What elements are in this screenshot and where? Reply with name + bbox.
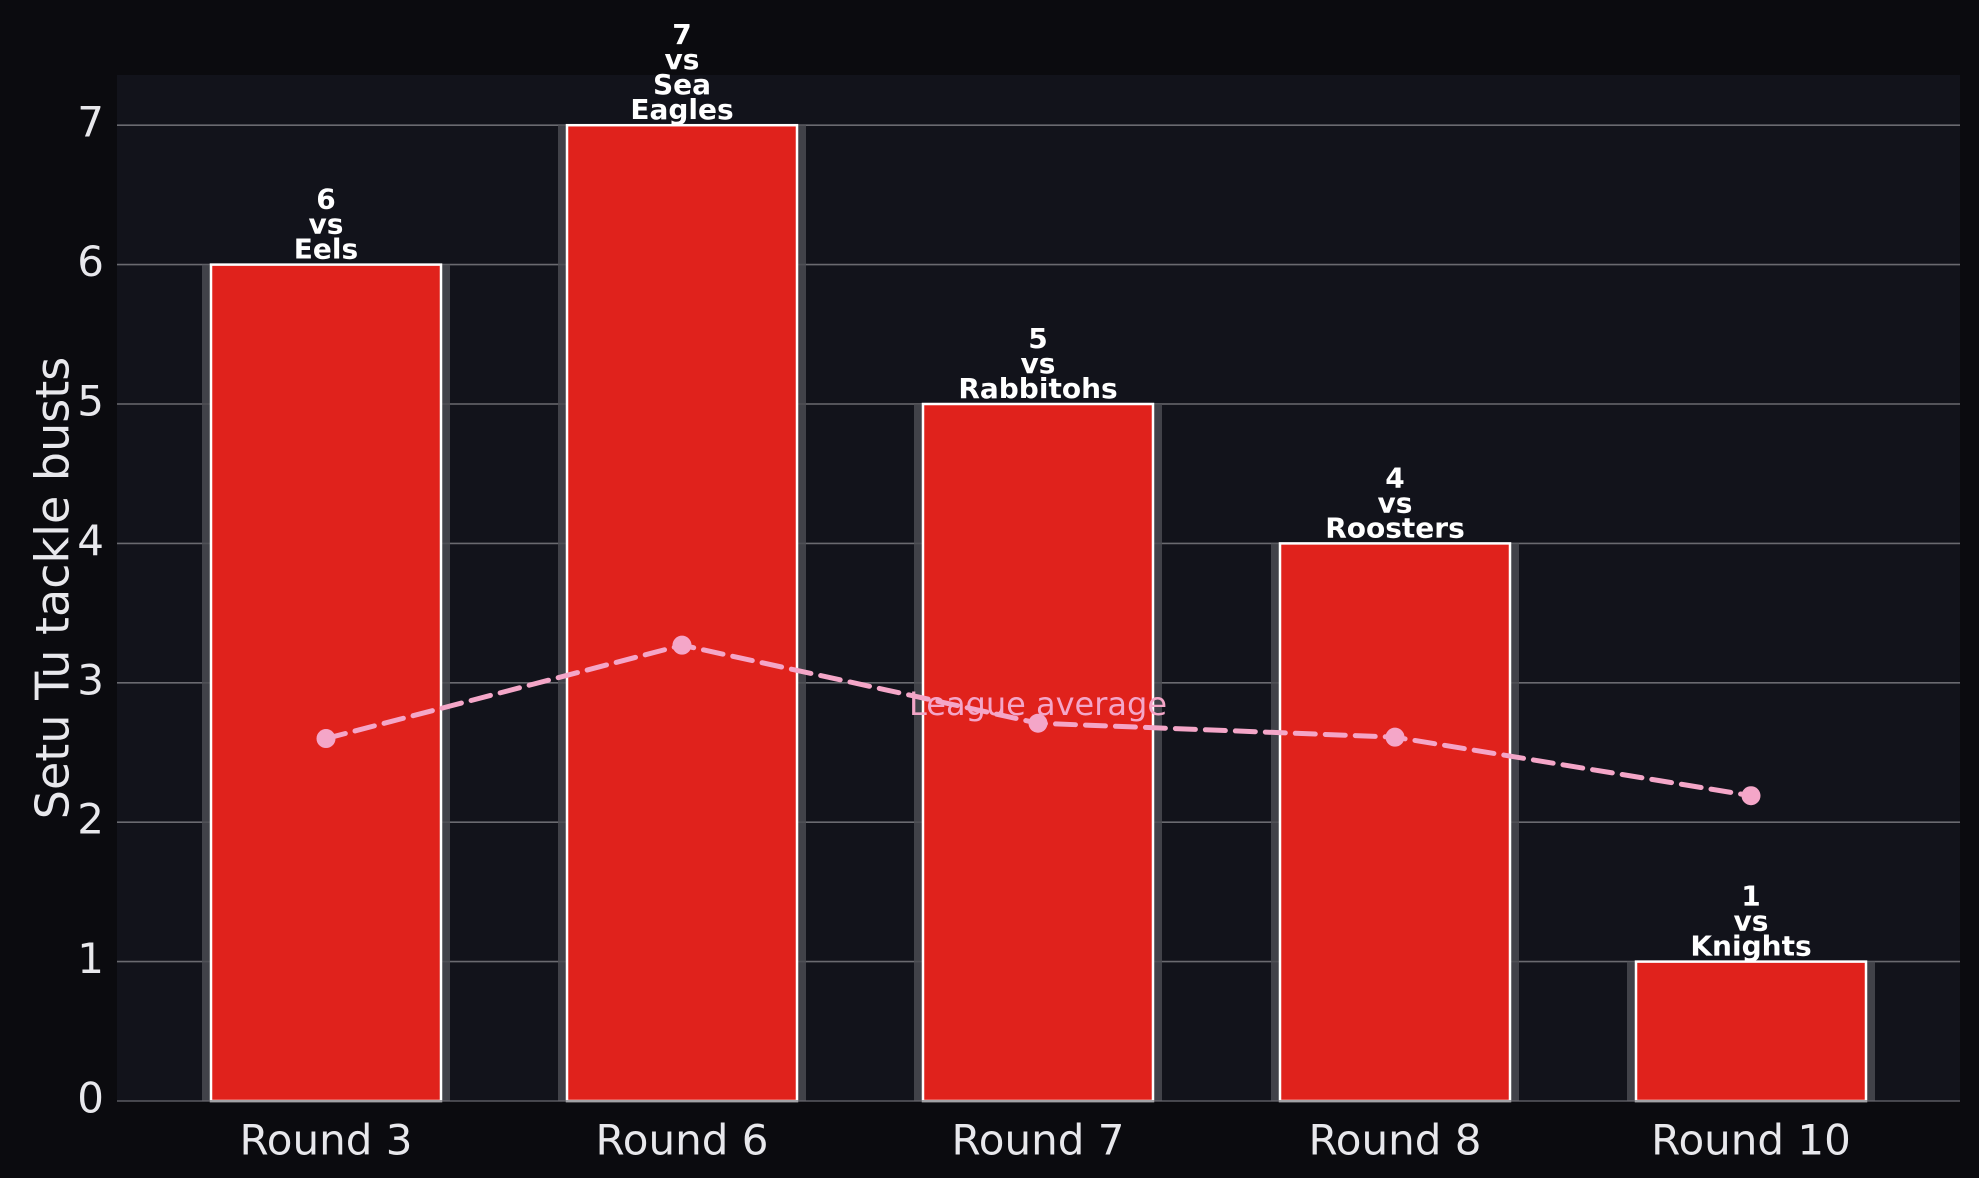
- y-tick-label: 2: [77, 795, 104, 844]
- x-tick-label: Round 3: [240, 1116, 413, 1165]
- bar-data-label: 7: [672, 18, 691, 51]
- y-tick-label: 7: [77, 98, 104, 147]
- bar: [1634, 960, 1868, 1103]
- bar-data-label: 4: [1385, 461, 1404, 494]
- league-average-point: [1028, 713, 1048, 733]
- y-tick-label: 6: [77, 237, 104, 286]
- bar-data-label: Knights: [1690, 930, 1811, 963]
- x-tick-label: Round 10: [1651, 1116, 1851, 1165]
- league-average-point: [316, 729, 336, 749]
- bar: [1278, 542, 1512, 1103]
- league-average-point: [672, 635, 692, 655]
- bar: [921, 402, 1155, 1103]
- bar-data-label: 6: [316, 183, 335, 216]
- bar-data-label: 1: [1741, 880, 1760, 913]
- x-tick-label: Round 7: [952, 1116, 1125, 1165]
- bar-data-label: Roosters: [1325, 511, 1465, 544]
- bar-data-label: Sea: [653, 68, 711, 101]
- bar-data-label: vs: [1378, 486, 1413, 519]
- bar-data-label: vs: [1734, 905, 1769, 938]
- bars: [202, 123, 1875, 1103]
- y-tick-label: 3: [77, 655, 104, 704]
- bar: [565, 123, 799, 1103]
- y-tick-label: 1: [77, 934, 104, 983]
- axes: 0 1 2 3 4 5 6 7 Round 3 Round 6 Round 7 Round 8 Roun…: [77, 98, 1960, 1165]
- y-tick-label: 5: [77, 377, 104, 426]
- bar-data-label: 5: [1028, 322, 1047, 355]
- x-tick-label: Round 6: [596, 1116, 769, 1165]
- bar-labels: 6vsEels7vsSeaEagles5vsRabbitohs4vsRooste…: [294, 18, 1812, 962]
- y-axis-label: Setu Tu tackle busts: [26, 357, 80, 819]
- bar-data-label: vs: [1021, 347, 1056, 380]
- bar-data-label: vs: [309, 208, 344, 241]
- league-average-point: [1385, 727, 1405, 747]
- league-average-line: League average: [316, 635, 1761, 806]
- league-average-point: [1741, 786, 1761, 806]
- bar-data-label: Eels: [294, 233, 358, 266]
- bar-data-label: vs: [665, 43, 700, 76]
- league-average-annotation: League average: [909, 685, 1167, 723]
- x-tick-label: Round 8: [1309, 1116, 1482, 1165]
- y-tick-label: 4: [77, 516, 104, 565]
- bar: [209, 263, 443, 1103]
- bar-data-label: Rabbitohs: [958, 372, 1117, 405]
- bar-data-label: Eagles: [630, 93, 733, 126]
- y-tick-label: 0: [77, 1074, 104, 1123]
